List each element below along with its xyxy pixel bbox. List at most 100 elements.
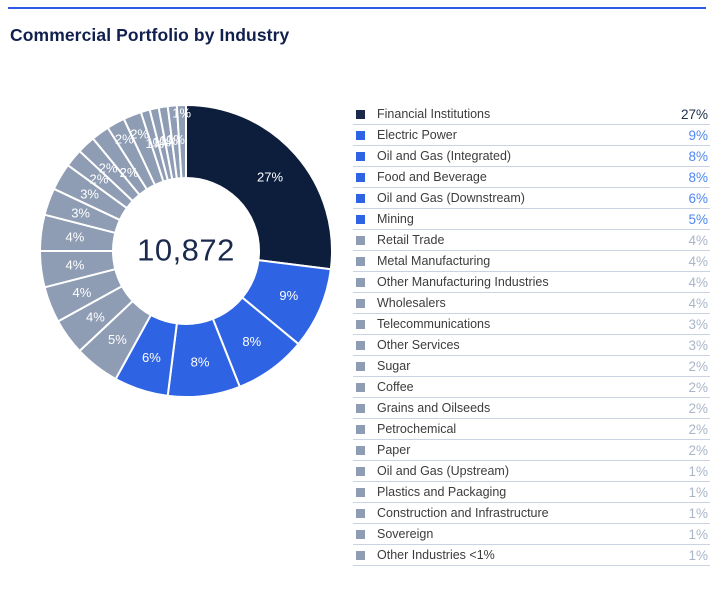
legend-row: Oil and Gas (Integrated) 8% — [353, 146, 710, 167]
legend-row: Sugar 2% — [353, 356, 710, 377]
legend-swatch — [356, 319, 365, 329]
legend-swatch — [356, 361, 365, 371]
slice-label-4: 6% — [142, 350, 161, 365]
legend-label: Retail Trade — [377, 233, 445, 247]
legend-value: 4% — [688, 295, 708, 311]
legend-label: Metal Manufacturing — [377, 254, 491, 268]
slice-label-16: 2% — [130, 126, 149, 141]
donut-center-total: 10,872 — [137, 232, 235, 268]
slice-label-7: 4% — [73, 285, 92, 300]
legend-label: Sugar — [377, 359, 411, 373]
legend-swatch — [356, 193, 365, 203]
slice-label-21: 1% — [172, 106, 191, 121]
slice-label-5: 5% — [108, 332, 127, 347]
legend-label: Financial Institutions — [377, 107, 491, 121]
slice-label-11: 3% — [80, 187, 99, 202]
slice-label-9: 4% — [66, 230, 85, 245]
legend-swatch — [356, 298, 365, 308]
legend-row: Construction and Infrastructure 1% — [353, 503, 710, 524]
legend-swatch — [356, 172, 365, 182]
slice-label-19: 1% — [159, 133, 178, 148]
legend-row: Grains and Oilseeds 2% — [353, 398, 710, 419]
legend-swatch — [356, 508, 365, 518]
legend-row: Retail Trade 4% — [353, 230, 710, 251]
legend-label: Sovereign — [377, 527, 434, 541]
legend-swatch — [356, 235, 365, 245]
legend-value: 2% — [688, 400, 708, 416]
legend-label: Plastics and Packaging — [377, 485, 507, 499]
legend-row: Other Industries <1% 1% — [353, 545, 710, 566]
legend-row: Electric Power 9% — [353, 125, 710, 146]
legend-row: Wholesalers 4% — [353, 293, 710, 314]
legend-value: 3% — [688, 337, 708, 353]
legend-swatch — [356, 403, 365, 413]
legend-value: 27% — [680, 106, 708, 122]
legend-swatch — [356, 466, 365, 476]
legend-label: Wholesalers — [377, 296, 446, 310]
legend-value: 5% — [688, 211, 708, 227]
legend-value: 1% — [688, 484, 708, 500]
legend-label: Oil and Gas (Upstream) — [377, 464, 509, 478]
legend-value: 1% — [688, 505, 708, 521]
legend-value: 3% — [688, 316, 708, 332]
page-title: Commercial Portfolio by Industry — [10, 25, 290, 45]
slice-label-0: 27% — [257, 169, 283, 184]
legend-row: Petrochemical 2% — [353, 419, 710, 440]
legend-label: Petrochemical — [377, 422, 457, 436]
legend-value: 1% — [688, 547, 708, 563]
legend-label: Other Services — [377, 338, 460, 352]
legend-swatch — [356, 256, 365, 266]
legend-value: 1% — [688, 526, 708, 542]
legend-swatch — [356, 382, 365, 392]
slice-label-1: 9% — [279, 288, 298, 303]
legend-swatch — [356, 130, 365, 140]
legend-swatch — [356, 487, 365, 497]
donut-svg: 27%9%8%8%6%5%4%4%4%4%3%3%2%2% 2%2%2%1%1%1… — [38, 103, 333, 399]
legend-value: 2% — [688, 379, 708, 395]
slice-label-17: 1% — [145, 136, 164, 151]
legend-swatch — [356, 550, 365, 560]
donut-hole — [112, 177, 260, 325]
legend-label: Telecommunications — [377, 317, 491, 331]
donut-chart: 27% 9% 8% 8% 6% 5% 4% 4% 4% 4% 3% 3% 2% 2% 2% 2% 2% 1% 1% 1… — [0, 0, 360, 420]
legend-label: Construction and Infrastructure — [377, 506, 549, 520]
legend-label: Oil and Gas (Downstream) — [377, 191, 525, 205]
legend-swatch — [356, 340, 365, 350]
legend-swatch — [356, 424, 365, 434]
slice-label-3: 8% — [191, 355, 210, 370]
legend-swatch — [356, 109, 365, 119]
legend-value: 9% — [688, 127, 708, 143]
legend-value: 2% — [688, 421, 708, 437]
legend-value: 1% — [688, 463, 708, 479]
legend-value: 6% — [688, 190, 708, 206]
slice-label-8: 4% — [66, 258, 85, 273]
legend-label: Grains and Oilseeds — [377, 401, 491, 415]
legend-row: Financial Institutions 27% — [353, 104, 710, 125]
legend: Financial Institutions 27% Electric Power 9… — [353, 104, 710, 566]
slice-label-13: 2% — [99, 160, 118, 175]
legend-row: Oil and Gas (Downstream) 6% — [353, 188, 710, 209]
legend-swatch — [356, 529, 365, 539]
legend-label: Coffee — [377, 380, 414, 394]
legend-row: Sovereign 1% — [353, 524, 710, 545]
legend-label: Mining — [377, 212, 414, 226]
slice-label-12: 2% — [90, 172, 109, 187]
accent-rule — [8, 7, 706, 9]
legend-label: Other Industries <1% — [377, 548, 495, 562]
legend-value: 4% — [688, 274, 708, 290]
slice-label-14: 2% — [120, 165, 139, 180]
slice-label-6: 4% — [86, 309, 105, 324]
legend-label: Oil and Gas (Integrated) — [377, 149, 512, 163]
legend-label: Electric Power — [377, 128, 457, 142]
legend-row: Coffee 2% — [353, 377, 710, 398]
legend-row: Plastics and Packaging 1% — [353, 482, 710, 503]
legend-swatch — [356, 151, 365, 161]
legend-value: 8% — [688, 148, 708, 164]
legend-swatch — [356, 214, 365, 224]
legend-row: Food and Beverage 8% — [353, 167, 710, 188]
legend-row: Mining 5% — [353, 209, 710, 230]
legend-label: Food and Beverage — [377, 170, 487, 184]
legend-value: 2% — [688, 442, 708, 458]
legend-value: 8% — [688, 169, 708, 185]
